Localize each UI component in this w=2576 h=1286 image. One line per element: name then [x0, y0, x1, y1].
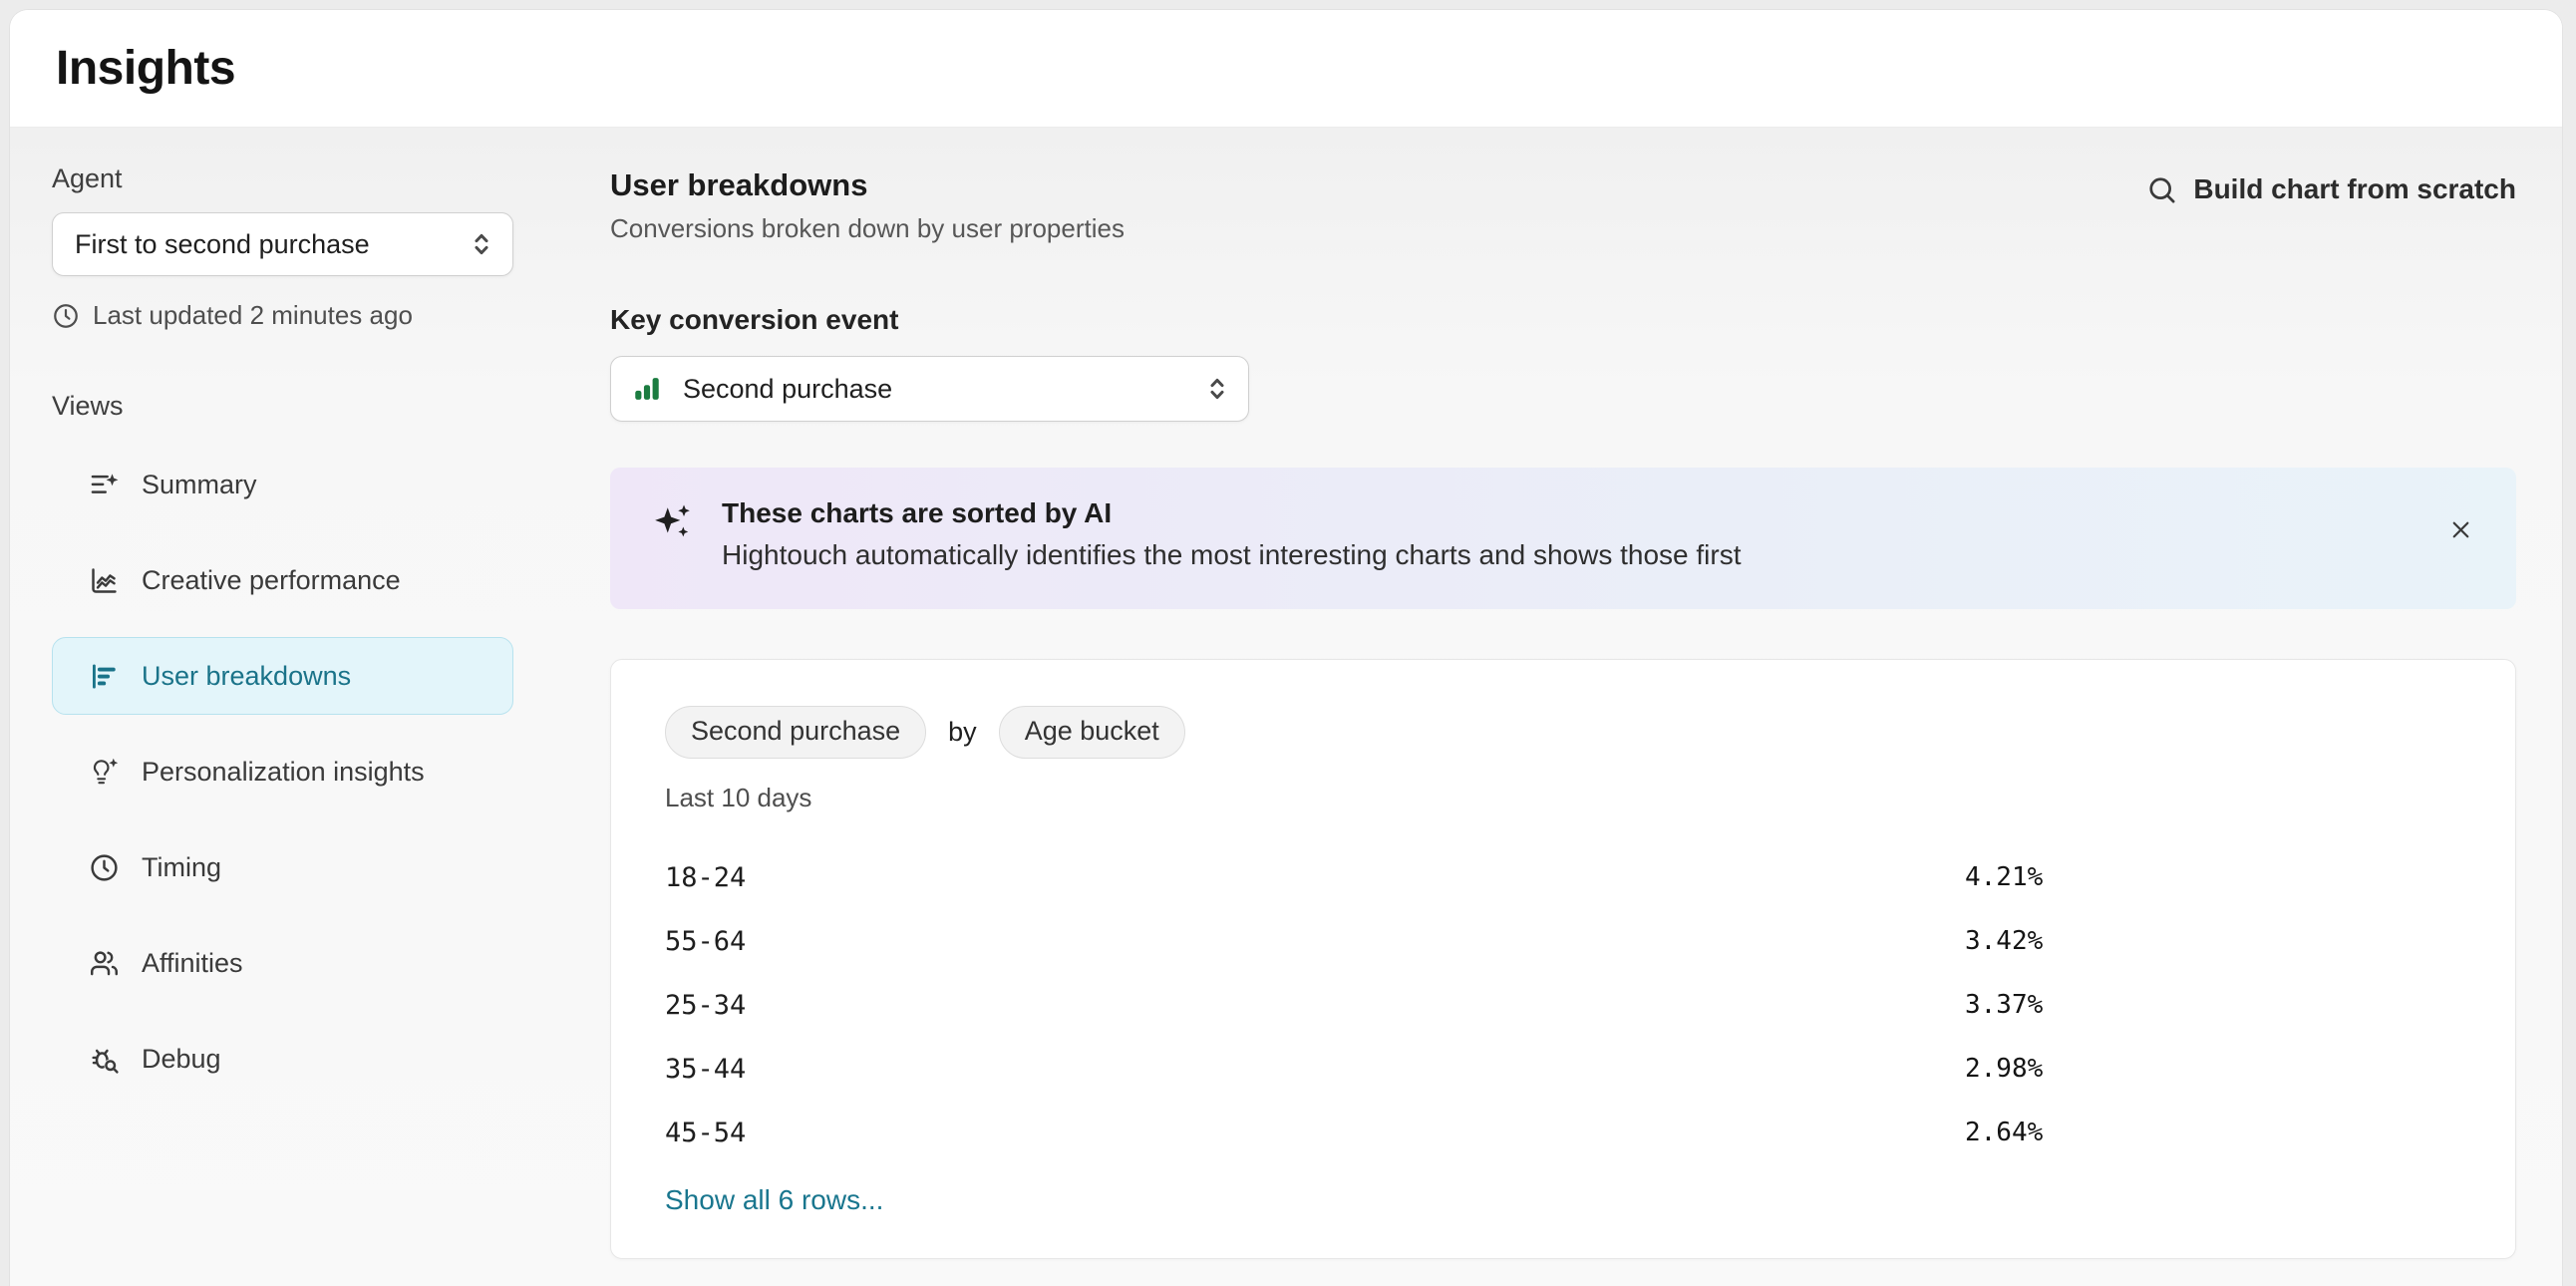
sidebar-item-label: Summary [142, 469, 257, 499]
bar-track [1155, 1051, 1947, 1087]
sidebar-item-personalization-insights[interactable]: Personalization insights [52, 733, 513, 810]
sidebar: Agent First to second purchase Last upda… [10, 128, 610, 1286]
bar-value-label: 2.98% [1965, 1054, 2044, 1084]
bar-category-label: 18-24 [665, 861, 747, 893]
app-body: Agent First to second purchase Last upda… [10, 128, 2562, 1286]
sidebar-item-creative-performance[interactable]: Creative performance [52, 541, 513, 619]
section-title: User breakdowns [610, 167, 868, 202]
bar-chart-green-icon [631, 373, 663, 405]
banner-close-button[interactable] [2438, 507, 2482, 551]
bar-row: 45-54 2.64% [665, 1101, 2515, 1164]
chart-card: Second purchase by Age bucket Last 10 da… [610, 659, 2516, 1259]
sidebar-item-affinities[interactable]: Affinities [52, 924, 513, 1002]
bar-track [1155, 923, 1947, 959]
chevron-up-down-icon [467, 229, 496, 259]
bar-track [1155, 859, 1947, 895]
bar-value-label: 3.37% [1965, 990, 2044, 1020]
chevron-up-down-icon [1202, 374, 1232, 404]
bar-value-label: 3.42% [1965, 926, 2044, 956]
close-icon [2447, 516, 2474, 543]
page-title: Insights [56, 42, 236, 95]
clock-icon [89, 852, 120, 883]
bar-track [1155, 987, 1947, 1023]
dimension-pill[interactable]: Age bucket [998, 706, 1185, 759]
sidebar-item-label: Creative performance [142, 564, 401, 595]
bar-value-label: 4.21% [1965, 862, 2044, 892]
agent-select-value: First to second purchase [75, 228, 370, 259]
line-chart-icon [89, 565, 120, 596]
ai-banner-title: These charts are sorted by AI [722, 497, 1113, 528]
bar-row: 25-34 3.37% [665, 973, 2515, 1037]
ai-banner: These charts are sorted by AI Hightouch … [610, 468, 2516, 609]
build-chart-label: Build chart from scratch [2193, 173, 2516, 204]
users-icon [89, 948, 120, 979]
agent-section-label: Agent [52, 163, 123, 193]
ai-banner-text: These charts are sorted by AI Hightouch … [722, 497, 1742, 571]
section-subtitle: Conversions broken down by user properti… [610, 213, 1125, 243]
sidebar-item-summary[interactable]: Summary [52, 446, 513, 523]
bar-value-label: 2.64% [1965, 1118, 2044, 1147]
last-updated: Last updated 2 minutes ago [52, 300, 610, 331]
bar-category-label: 35-44 [665, 1053, 747, 1085]
sidebar-item-label: User breakdowns [142, 660, 352, 691]
page-header: Insights [10, 10, 2562, 128]
bar-chart: 18-24 4.21% 55-64 3.42% 25-34 3.37% 35-44 2.98%… [665, 845, 2515, 1164]
bar-category-label: 55-64 [665, 925, 747, 957]
search-icon [2146, 174, 2177, 205]
bar-track [1155, 1115, 1947, 1150]
key-conversion-value: Second purchase [683, 373, 893, 404]
bug-search-icon [89, 1044, 120, 1075]
main-panel: Insights Agent First to second purchase … [10, 10, 2562, 1286]
lightbulb-sparkle-icon [89, 757, 120, 788]
sidebar-item-label: Personalization insights [142, 756, 425, 787]
sidebar-item-label: Affinities [142, 947, 243, 978]
main-header: User breakdowns Conversions broken down … [610, 167, 2516, 244]
bar-row: 18-24 4.21% [665, 845, 2515, 909]
main-header-text: User breakdowns Conversions broken down … [610, 167, 1125, 244]
bar-chart-horizontal-icon [89, 661, 120, 692]
summary-list-icon [89, 470, 120, 500]
metric-pill[interactable]: Second purchase [665, 706, 927, 759]
sidebar-item-label: Timing [142, 851, 222, 882]
clock-icon [52, 302, 80, 330]
sidebar-item-label: Debug [142, 1043, 221, 1074]
chart-header: Second purchase by Age bucket [665, 706, 2515, 759]
sparkles-icon [652, 497, 694, 543]
bar-row: 55-64 3.42% [665, 909, 2515, 973]
main-content: User breakdowns Conversions broken down … [610, 128, 2562, 1286]
ai-banner-subtitle: Hightouch automatically identifies the m… [722, 539, 1742, 570]
last-updated-text: Last updated 2 minutes ago [93, 300, 413, 330]
sidebar-item-debug[interactable]: Debug [52, 1020, 513, 1098]
build-chart-button[interactable]: Build chart from scratch [2146, 173, 2516, 205]
key-conversion-label: Key conversion event [610, 304, 899, 335]
show-all-rows-link[interactable]: Show all 6 rows... [665, 1184, 884, 1215]
bar-category-label: 45-54 [665, 1117, 747, 1148]
agent-select[interactable]: First to second purchase [52, 212, 513, 276]
chart-timeframe: Last 10 days [665, 783, 812, 812]
bar-row: 35-44 2.98% [665, 1037, 2515, 1101]
sidebar-item-user-breakdowns[interactable]: User breakdowns [52, 637, 513, 715]
key-conversion-select[interactable]: Second purchase [610, 356, 1249, 422]
views-section-label: Views [52, 391, 124, 421]
views-nav: Summary Creative performance User breakdow… [52, 446, 513, 1098]
sidebar-item-timing[interactable]: Timing [52, 828, 513, 906]
bar-category-label: 25-34 [665, 989, 747, 1021]
by-label: by [948, 717, 977, 747]
